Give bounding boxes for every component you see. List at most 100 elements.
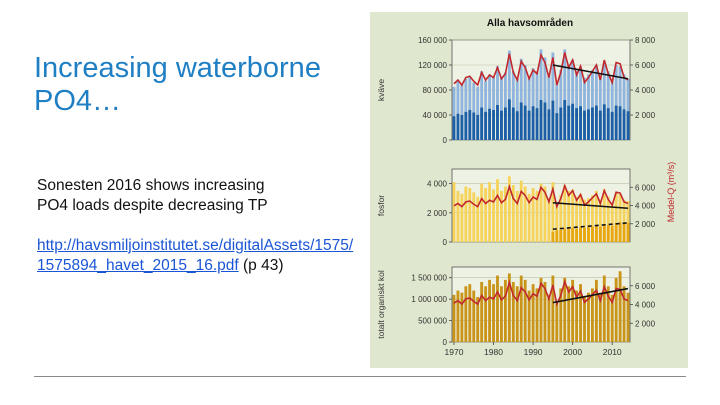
kvave-total-bar	[594, 65, 598, 140]
fosfor-total-bar	[496, 179, 499, 242]
kvave-base-bar	[460, 115, 464, 140]
kol-bar	[535, 288, 539, 342]
y-tick-label: 160 000	[418, 36, 447, 45]
fosfor-total-bar	[551, 182, 555, 242]
kvave-base-bar	[563, 100, 567, 140]
fosfor-total-bar	[515, 190, 519, 242]
fosfor-po4-bar	[583, 228, 586, 242]
fosfor-total-bar	[535, 190, 539, 242]
fosfor-total-bar	[563, 185, 567, 242]
y2-tick-label: 2 000	[635, 319, 656, 328]
kvave-total-bar	[563, 49, 567, 140]
kvave-total-bar	[507, 50, 511, 140]
kol-bar	[519, 275, 523, 342]
kol-bar	[531, 284, 535, 342]
kol-bar	[515, 286, 519, 342]
x-tick-label: 1980	[484, 347, 503, 357]
slide-title: Increasing waterborne PO4…	[34, 52, 321, 117]
fosfor-total-bar	[492, 189, 495, 242]
y-tick-label: 0	[443, 136, 448, 145]
kol-bar	[523, 279, 527, 342]
kol-bar	[563, 277, 567, 342]
y-tick-label: 1 500 000	[411, 274, 447, 283]
fosfor-total-bar	[575, 196, 579, 242]
kvave-base-bar	[583, 110, 586, 140]
kvave-total-bar	[618, 66, 622, 140]
fosfor-po4-bar	[606, 225, 610, 242]
trend-line	[552, 64, 629, 80]
kvave-base-bar	[488, 108, 492, 140]
report-link[interactable]: http://havsmiljoinstitutet.se/digitalAss…	[37, 237, 354, 274]
kvave-base-bar	[464, 111, 468, 140]
fosfor-total-bar	[480, 183, 484, 242]
kvave-base-bar	[567, 105, 571, 140]
fosfor-total-bar	[500, 190, 503, 242]
y-tick-label: 0	[443, 238, 448, 247]
fosfor-po4-bar	[551, 231, 555, 242]
kol-bar	[583, 297, 586, 342]
kvave-base-bar	[476, 115, 480, 140]
trend-line	[552, 201, 629, 210]
kol-bar	[575, 290, 579, 342]
kvave-total-bar	[539, 49, 543, 140]
kvave-total-bar	[531, 68, 535, 140]
kvave-base-bar	[523, 105, 527, 140]
kvave-total-bar	[484, 80, 488, 140]
kvave-total-bar	[567, 65, 571, 140]
fosfor-po4-bar	[622, 223, 626, 242]
slide-body: Sonesten 2016 shows increasing PO4 loads…	[37, 176, 357, 276]
fosfor-total-bar	[579, 193, 582, 242]
kol-bar	[626, 292, 630, 342]
kol-bar	[614, 277, 618, 342]
flow-line	[453, 52, 629, 87]
kol-bar	[598, 292, 602, 342]
fosfor-po4-bar	[626, 223, 630, 242]
fosfor-po4-bar	[614, 223, 618, 242]
page-reference: (p 43)	[238, 257, 284, 274]
y-tick-label: 2 000	[427, 209, 448, 218]
kol-bar	[452, 294, 456, 342]
po4-trend-line	[552, 222, 629, 231]
kvave-base-bar	[579, 106, 582, 140]
y-tick-label: 0	[443, 338, 448, 347]
kol-bar	[488, 279, 492, 342]
x-tick-label: 1970	[445, 347, 464, 357]
kvave-total-bar	[488, 74, 492, 140]
kol-bar	[551, 275, 555, 342]
kvave-base-bar	[547, 109, 551, 140]
kvave-base-bar	[618, 106, 622, 140]
kvave-total-bar	[551, 52, 555, 140]
y2-tick-label: 4 000	[635, 86, 656, 95]
fosfor-total-bar	[472, 192, 476, 242]
kvave-total-bar	[559, 70, 563, 140]
figure-title: Alla havsområden	[487, 17, 573, 29]
fosfor-po4-bar	[575, 228, 579, 242]
kol-bar	[622, 286, 626, 342]
kol-bar	[484, 286, 488, 342]
kvave-total-bar	[555, 82, 559, 140]
y-tick-label: 4 000	[427, 180, 448, 189]
kvave-total-bar	[583, 77, 586, 140]
kvave-total-bar	[575, 71, 579, 140]
x-tick-label: 2000	[563, 347, 582, 357]
y2-tick-label: 2 000	[635, 111, 656, 120]
fosfor-total-bar	[531, 187, 535, 242]
fosfor-total-bar	[590, 195, 594, 242]
kol-bar	[543, 282, 547, 342]
fosfor-total-bar	[618, 193, 622, 242]
fosfor-total-bar	[606, 196, 610, 242]
fosfor-total-bar	[610, 202, 614, 242]
fosfor-po4-bar	[598, 226, 602, 242]
fosfor-total-bar	[507, 176, 511, 242]
y-tick-label: 500 000	[418, 317, 447, 326]
fosfor-total-bar	[539, 183, 543, 242]
y2-tick-label: 6 000	[635, 282, 656, 291]
fosfor-total-bar	[555, 205, 559, 242]
kvave-base-bar	[527, 110, 531, 140]
y2-tick-label: 4 000	[635, 301, 656, 310]
kvave-total-bar	[587, 74, 590, 140]
kvave-total-bar	[456, 80, 460, 140]
y-tick-label: 80 000	[423, 86, 448, 95]
fosfor-po4-bar	[559, 230, 563, 242]
footer-divider	[34, 376, 686, 377]
